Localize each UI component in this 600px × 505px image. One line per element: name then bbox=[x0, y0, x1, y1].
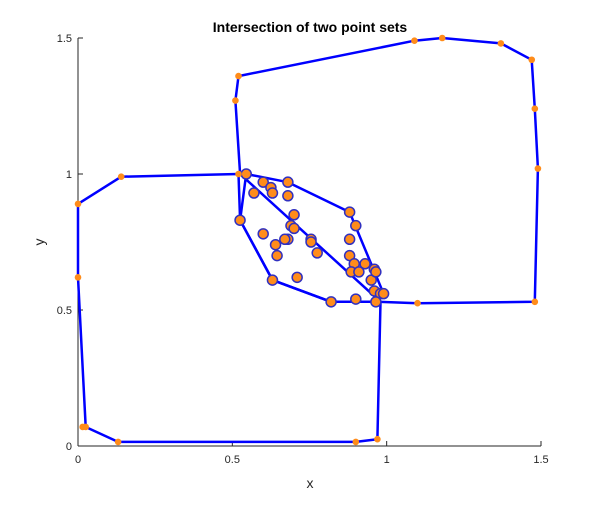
intersection-point bbox=[370, 266, 382, 278]
hull-vertex-point bbox=[117, 173, 125, 181]
hull-vertex-point bbox=[232, 97, 239, 104]
intersection-point bbox=[359, 258, 371, 270]
intersection-point bbox=[271, 249, 283, 262]
intersection-point bbox=[350, 219, 362, 232]
intersection-point bbox=[269, 238, 282, 251]
chart-title: Intersection of two point sets bbox=[213, 19, 408, 35]
x-tick-label: 1.5 bbox=[533, 454, 548, 466]
hull-line bbox=[76, 172, 382, 444]
hull-vertex-point bbox=[352, 438, 360, 446]
axes: 0 0.5 1 1.5 0 0.5 1 1.5 bbox=[57, 33, 549, 466]
hull-vertex-point bbox=[438, 34, 446, 42]
hull-vertex-point bbox=[411, 37, 418, 45]
intersection-point bbox=[288, 209, 300, 221]
intersection-point bbox=[257, 228, 269, 240]
x-tick-label: 0.5 bbox=[225, 454, 240, 466]
intersection-point bbox=[350, 293, 362, 305]
intersection-point bbox=[266, 274, 279, 286]
x-axis-label: x bbox=[307, 475, 314, 491]
hull-vertex-point bbox=[414, 299, 421, 307]
hull-vertex-point bbox=[374, 435, 381, 443]
intersection-point bbox=[291, 271, 303, 284]
intersection-point bbox=[279, 233, 291, 246]
intersection-point bbox=[266, 187, 279, 199]
intersection-point bbox=[377, 287, 390, 300]
intersection-point bbox=[240, 168, 252, 180]
hull-vertex-point bbox=[74, 274, 82, 281]
intersection-point bbox=[343, 206, 356, 218]
intersection-point bbox=[343, 233, 356, 246]
intersection-point bbox=[311, 247, 323, 259]
intersection-point bbox=[282, 176, 294, 188]
intersection-point bbox=[257, 176, 269, 188]
hull-vertex-point bbox=[74, 200, 82, 208]
hull-vertex-point bbox=[534, 165, 542, 172]
intersection-point bbox=[288, 222, 300, 235]
intersection-point bbox=[370, 296, 382, 308]
intersection-point bbox=[248, 187, 260, 199]
intersection-point bbox=[353, 266, 365, 278]
y-axis-label: y bbox=[31, 239, 47, 246]
hull-vertex-point bbox=[114, 438, 122, 446]
y-tick-label: 0.5 bbox=[57, 305, 72, 317]
hull-vertex-point bbox=[528, 56, 536, 64]
y-tick-label: 1 bbox=[66, 169, 72, 181]
hull-vertex-point bbox=[235, 170, 242, 178]
intersection-point bbox=[282, 190, 294, 202]
intersection-point bbox=[305, 236, 317, 248]
x-tick-label: 1 bbox=[384, 454, 390, 466]
intersection-point bbox=[325, 296, 337, 308]
hull-vertex-point bbox=[236, 216, 244, 224]
x-tick-label: 0 bbox=[75, 454, 81, 466]
hull-vertex-point bbox=[531, 105, 539, 113]
points-layer bbox=[74, 34, 542, 446]
y-tick-label: 1.5 bbox=[57, 33, 72, 45]
hull-vertex-point bbox=[497, 40, 505, 47]
y-tick-label: 0 bbox=[66, 441, 72, 453]
hull-vertex-point bbox=[531, 298, 539, 306]
hull-vertex-point bbox=[235, 72, 242, 80]
hull-line bbox=[234, 36, 540, 305]
hull-vertex-point bbox=[79, 423, 86, 431]
